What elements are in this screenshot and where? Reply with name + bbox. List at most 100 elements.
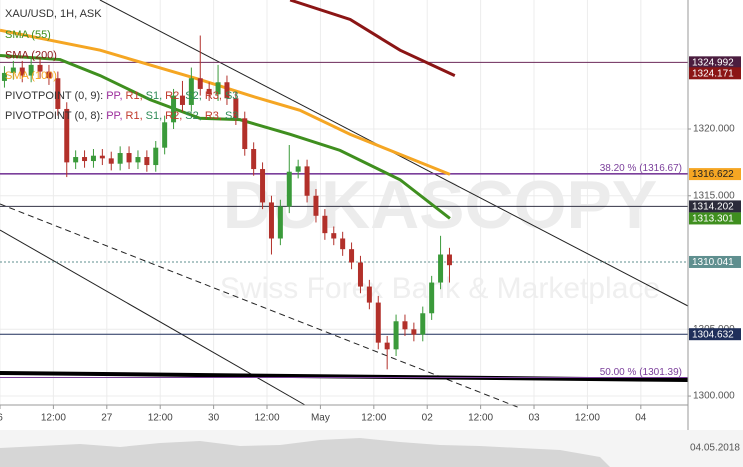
- candle-body: [197, 78, 203, 89]
- price-tag-label: 1324.171: [692, 68, 734, 79]
- price-tag: [689, 328, 741, 341]
- x-tick-label: 12:00: [254, 413, 279, 424]
- candle-body: [304, 166, 310, 196]
- price-tag: [689, 56, 741, 69]
- x-tick-label: May: [311, 413, 330, 424]
- candle-body: [55, 78, 61, 109]
- price-tag: [689, 212, 741, 225]
- chart-title: XAU/USD, 1H, ASK: [5, 8, 102, 20]
- pivot-item: R2,: [165, 90, 182, 102]
- y-tick-label: 1300.000: [693, 391, 735, 402]
- navigator-area: [0, 438, 610, 467]
- candle-body: [1, 72, 7, 81]
- candle-body: [162, 122, 168, 148]
- candle-body: [349, 249, 355, 263]
- x-tick-label: 27: [101, 413, 113, 424]
- x-tick-label: 04: [635, 413, 647, 424]
- candle-body: [46, 71, 52, 79]
- pivot-item: S2,: [185, 90, 202, 102]
- candle-body: [446, 254, 452, 266]
- candle-body: [64, 108, 70, 163]
- candle-body: [277, 206, 283, 239]
- candle-body: [224, 82, 230, 99]
- pivot-item: R3,: [205, 110, 222, 122]
- candle-body: [357, 262, 363, 287]
- candle-body: [384, 342, 390, 350]
- candle-body: [179, 95, 185, 105]
- legend-entry: SMA (200): [5, 49, 57, 61]
- pivot-item: S2,: [185, 110, 202, 122]
- x-tick-label: 12:00: [361, 413, 386, 424]
- candle-body: [393, 321, 399, 350]
- candle-body: [411, 329, 417, 335]
- watermark: DUKASCOPY: [223, 167, 658, 243]
- candle-body: [313, 195, 319, 216]
- candle-body: [268, 202, 274, 239]
- navigator-date: 04.05.2018: [690, 443, 740, 454]
- candle-body: [171, 95, 177, 123]
- candle-body: [251, 149, 257, 170]
- price-tag-label: 1314.202: [692, 202, 734, 213]
- pivot-item: R3,: [205, 90, 222, 102]
- candle-body: [19, 67, 25, 76]
- y-tick-label: 1315.000: [693, 190, 735, 201]
- candle-body: [420, 313, 426, 335]
- x-tick-label: 6: [0, 413, 3, 424]
- candle-body: [322, 215, 328, 234]
- pivot-item: R1,: [126, 90, 143, 102]
- pivot-item: S1,: [146, 110, 163, 122]
- x-tick-label: 12:00: [468, 413, 493, 424]
- legend-entry: SMA (55): [5, 29, 51, 41]
- support-line: [0, 371, 689, 382]
- navigator[interactable]: 04.05.2018: [0, 430, 743, 467]
- pivot-item: PP,: [106, 90, 122, 102]
- candle-body: [340, 238, 346, 250]
- pivot-item: R1,: [126, 110, 143, 122]
- pivot-item: S1,: [146, 90, 163, 102]
- candle-body: [188, 78, 194, 105]
- sma-line: [0, 54, 451, 220]
- price-tag: [689, 168, 741, 181]
- price-tag-label: 1304.632: [692, 329, 734, 340]
- legend-entry: PIVOTPOINT (0, 9): PP, R1, S1, R2, S2, R3, S3: [5, 90, 238, 102]
- pivot-item: S3: [225, 90, 238, 102]
- candle-body: [73, 157, 79, 163]
- y-tick-label: 1320.000: [693, 124, 735, 135]
- candle-body: [144, 157, 150, 166]
- price-tag-label: 1310.041: [692, 257, 734, 268]
- candle-body: [260, 169, 266, 203]
- candle-body: [108, 158, 114, 164]
- candle-body: [117, 153, 123, 164]
- candle-body: [366, 286, 372, 303]
- legend-entry: PIVOTPOINT (0, 8): PP, R1, S1, R2, S2, R3, S3: [5, 110, 238, 122]
- candle-body: [90, 155, 96, 162]
- candle-body: [215, 82, 221, 95]
- candle-body: [82, 157, 88, 162]
- candle-body: [402, 321, 408, 330]
- x-tick-label: 12:00: [41, 413, 66, 424]
- pivot-item: PP,: [106, 110, 122, 122]
- trend-line: [0, 203, 521, 409]
- x-tick-label: 12:00: [148, 413, 173, 424]
- candle-body: [10, 67, 16, 73]
- price-tag-label: 1313.301: [692, 214, 734, 225]
- price-tag: [689, 200, 741, 213]
- sma-line: [289, 0, 456, 77]
- pivot-item: R2,: [165, 110, 182, 122]
- x-tick-label: 30: [208, 413, 220, 424]
- candle-body: [126, 153, 132, 163]
- candle-body: [438, 254, 444, 283]
- candle-body: [37, 64, 43, 72]
- fib-label: 38.20 % (1316.67): [600, 163, 682, 174]
- candle-body: [233, 98, 239, 119]
- candle-body: [242, 118, 248, 150]
- candle-body: [375, 302, 381, 343]
- price-tag-label: 1324.992: [692, 57, 734, 68]
- price-tag: [689, 255, 741, 268]
- price-tag: [689, 67, 741, 80]
- sma-line: [0, 28, 451, 176]
- pivot-item: S3: [225, 110, 238, 122]
- candle-body: [28, 64, 34, 76]
